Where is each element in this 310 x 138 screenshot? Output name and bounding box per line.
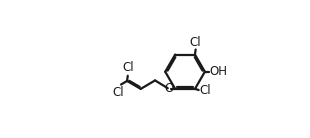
Text: O: O [165, 82, 174, 95]
Text: Cl: Cl [190, 36, 202, 49]
Text: OH: OH [210, 65, 228, 78]
Text: Cl: Cl [200, 84, 211, 97]
Text: Cl: Cl [113, 86, 124, 99]
Text: Cl: Cl [122, 61, 134, 74]
